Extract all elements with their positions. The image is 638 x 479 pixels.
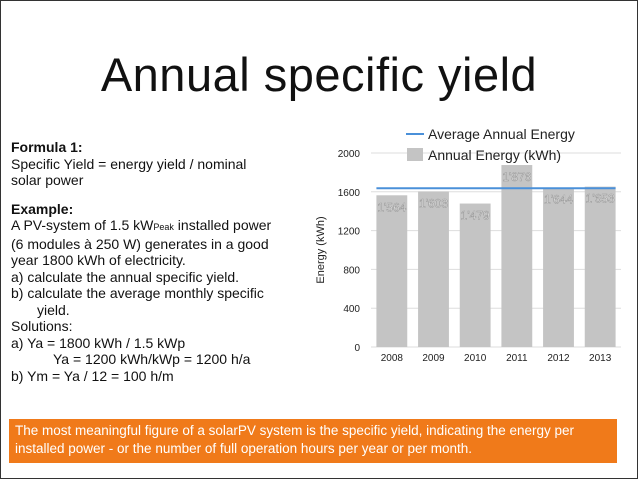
y-axis-label: Energy (kWh) bbox=[315, 216, 327, 283]
example-line-1-pre: A PV-system of 1.5 kW bbox=[11, 217, 154, 233]
formula-line-1: Specific Yield = energy yield / nominal bbox=[11, 155, 247, 172]
example-line-1-post: installed power bbox=[173, 217, 272, 233]
example-line-1: A PV-system of 1.5 kWPeak installed powe… bbox=[11, 217, 303, 236]
y-tick-label: 1600 bbox=[338, 188, 361, 199]
formula-heading: Formula 1: bbox=[11, 139, 83, 155]
example-line-3: year 1800 kWh of electricity. bbox=[11, 252, 186, 268]
bar bbox=[584, 186, 616, 347]
y-tick-label: 400 bbox=[343, 304, 360, 315]
example-task-b-1: b) calculate the average monthly specifi… bbox=[11, 285, 264, 301]
chart-legend: Average Annual Energy Annual Energy (kWh) bbox=[406, 126, 575, 163]
bar-data-label: 1'564 bbox=[377, 200, 406, 214]
example-task-b-2: yield. bbox=[37, 301, 70, 318]
x-tick-label: 2013 bbox=[589, 353, 612, 364]
energy-bar-chart: 0 400 800 1200 1600 2000 2008 2009 2010 2011 2012… bbox=[315, 126, 621, 364]
x-tick-label: 2010 bbox=[464, 353, 487, 364]
chart-x-ticks: 2008 2009 2010 2011 2012 2013 bbox=[381, 353, 612, 364]
solution-b: b) Ym = Ya / 12 = 100 h/m bbox=[11, 367, 174, 384]
legend-bar-swatch bbox=[407, 148, 423, 161]
chart-y-ticks: 0 400 800 1200 1600 2000 bbox=[338, 149, 361, 354]
bar bbox=[376, 195, 408, 347]
legend-average-label: Average Annual Energy bbox=[428, 126, 575, 142]
bar bbox=[543, 187, 574, 347]
y-tick-label: 1200 bbox=[338, 227, 361, 238]
bar-data-label: 1'876 bbox=[502, 170, 531, 184]
x-tick-label: 2009 bbox=[422, 353, 445, 364]
solution-a-1: a) Ya = 1800 kWh / 1.5 kWp bbox=[11, 334, 186, 351]
y-tick-label: 2000 bbox=[338, 149, 361, 160]
y-tick-label: 0 bbox=[354, 343, 360, 354]
formula-text-block: Formula 1: Specific Yield = energy yield… bbox=[11, 139, 303, 384]
legend-energy-label: Annual Energy (kWh) bbox=[428, 147, 561, 163]
chart-data-labels: 1'564 1'603 1'479 1'876 1'644 1'653 bbox=[377, 170, 615, 223]
bar bbox=[418, 191, 449, 347]
bar-data-label: 1'644 bbox=[544, 193, 573, 207]
solutions-heading: Solutions: bbox=[11, 318, 73, 334]
chart-bars bbox=[376, 165, 616, 347]
x-tick-label: 2011 bbox=[506, 353, 528, 364]
example-task-a: a) calculate the annual specific yield. bbox=[11, 268, 240, 285]
y-tick-label: 800 bbox=[343, 265, 360, 276]
solution-a-2: Ya = 1200 kWh/kWp = 1200 h/a bbox=[53, 351, 251, 367]
slide-title: Annual specific yield bbox=[100, 48, 538, 101]
bar bbox=[459, 203, 491, 347]
bar-data-label: 1'603 bbox=[419, 197, 448, 211]
bar-data-label: 1'653 bbox=[586, 192, 615, 206]
formula-line-2: solar power bbox=[11, 172, 84, 188]
chart-gridlines bbox=[371, 152, 621, 348]
bar bbox=[501, 165, 533, 347]
summary-note: The most meaningful figure of a solarPV … bbox=[9, 419, 617, 463]
example-heading: Example: bbox=[11, 200, 74, 217]
peak-subscript: Peak bbox=[153, 222, 174, 232]
x-tick-label: 2012 bbox=[547, 353, 570, 364]
x-tick-label: 2008 bbox=[381, 353, 404, 364]
example-line-2: (6 modules à 250 W) generates in a good bbox=[11, 235, 269, 252]
bar-data-label: 1'479 bbox=[461, 209, 490, 223]
